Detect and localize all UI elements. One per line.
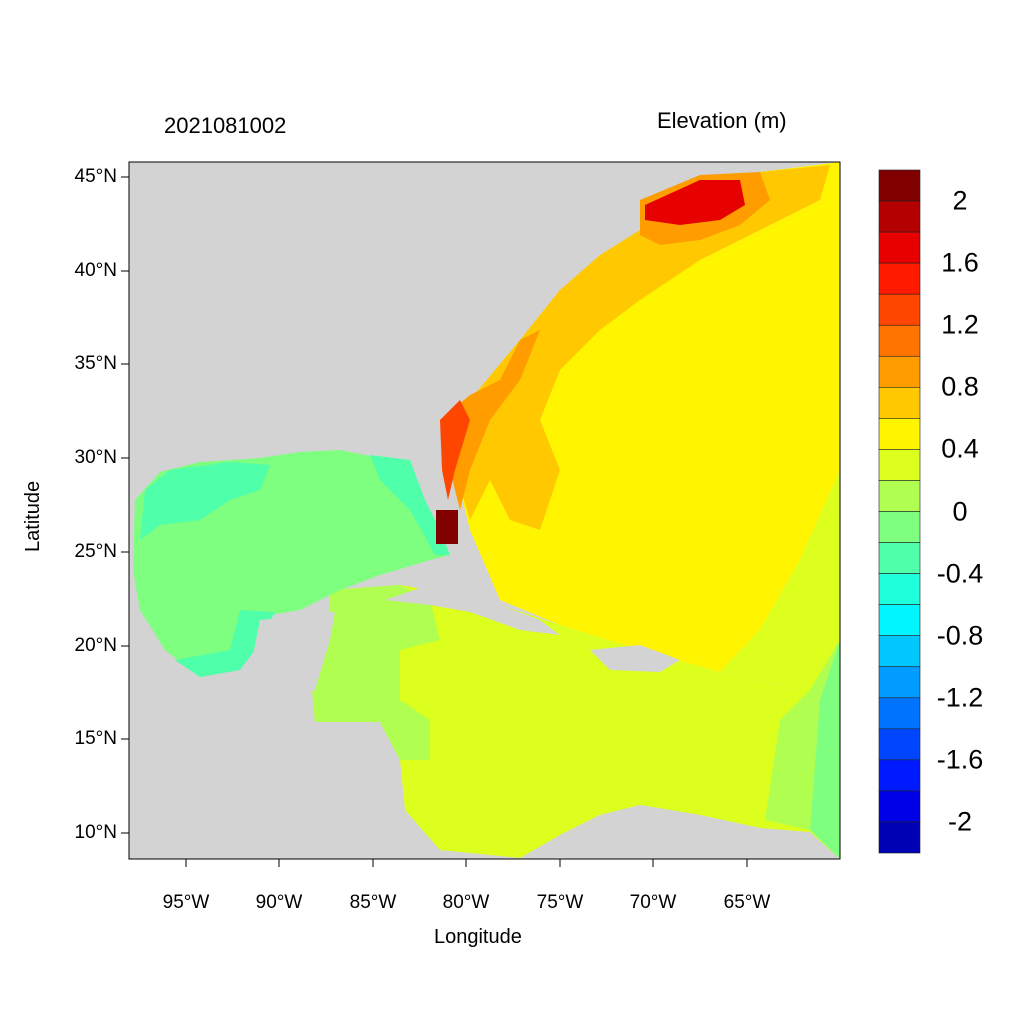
colorbar-label: 1.6 (941, 247, 979, 278)
y-tick-label: 40°N (74, 260, 117, 281)
x-tick-label: 90°W (255, 892, 303, 913)
x-tick-label: 95°W (162, 892, 210, 913)
variable-title: Elevation (m) (657, 108, 787, 133)
colorbar-label: 2 (952, 185, 968, 216)
colorbar-label: -2 (947, 806, 972, 837)
caribbean-west (312, 585, 440, 760)
florida-inland-high (436, 510, 458, 544)
colorbar-bin (878, 231, 921, 264)
x-tick-label: 70°W (629, 892, 677, 913)
x-tick-label: 85°W (349, 892, 397, 913)
caribbean-sea (312, 585, 840, 859)
y-tick-label: 20°N (74, 635, 117, 656)
colorbar-bin (878, 200, 921, 233)
colorbar-bin (878, 573, 921, 605)
colorbar-bin (878, 511, 921, 543)
colorbar-bin (878, 759, 921, 792)
gulf-north-shelf (140, 462, 270, 540)
colorbar-bin (878, 418, 921, 450)
y-tick-label: 30°N (74, 447, 117, 468)
y-tick-label: 35°N (74, 353, 117, 374)
colorbar-bin (878, 666, 921, 699)
colorbar-bin (878, 635, 921, 668)
x-tick-label: 75°W (536, 892, 584, 913)
colorbar-bin (878, 480, 921, 512)
yucatan-shelf (175, 610, 275, 677)
colorbar-label: -1.2 (936, 682, 984, 713)
colorbar-label: 0 (952, 496, 968, 526)
cuba (385, 588, 560, 635)
colorbar (878, 169, 921, 854)
colorbar-bin (878, 542, 921, 574)
colorbar-bin (878, 449, 921, 481)
colorbar-bin (878, 169, 921, 202)
y-tick-label: 25°N (74, 541, 117, 562)
colorbar-bin (878, 324, 921, 357)
colorbar-label: -1.6 (936, 744, 984, 775)
x-tick-label: 65°W (723, 892, 771, 913)
colorbar-label: -0.8 (936, 620, 984, 651)
map-panel (129, 162, 840, 859)
y-tick-label: 45°N (74, 166, 117, 187)
eastern-edge (810, 640, 840, 859)
y-tick-label: 15°N (74, 728, 117, 749)
gulf-of-maine-high (645, 180, 745, 225)
colorbar-bin (878, 604, 921, 636)
x-tick-label: 80°W (442, 892, 490, 913)
colorbar-bin (878, 262, 921, 295)
colorbar-bin (878, 728, 921, 761)
yucatan-peninsula (250, 612, 335, 700)
colorbar-label: -0.4 (936, 558, 984, 589)
y-ticks (121, 176, 129, 834)
plot-date-title: 2021081002 (164, 113, 287, 138)
x-ticks (185, 859, 748, 867)
colorbar-label: 0.4 (941, 433, 979, 464)
hispaniola (590, 645, 680, 672)
x-axis-label: Longitude (434, 926, 522, 948)
florida-gulf-shelf (370, 455, 450, 555)
atlantic-ocean (440, 162, 840, 672)
colorbar-label: 1.2 (941, 309, 979, 340)
colorbar-bin (878, 790, 921, 823)
colorbar-bin (878, 387, 921, 419)
plot-frame (128, 161, 841, 860)
shelf-zone (440, 165, 830, 530)
south-america-coast (540, 805, 840, 859)
gulf-stream-shelf (440, 330, 540, 510)
y-axis-label: Latitude (22, 480, 44, 552)
colorbar-label: 0.8 (941, 371, 979, 402)
florida-east-coast (440, 400, 470, 500)
colorbar-bin (878, 697, 921, 730)
colorbar-bin (878, 293, 921, 326)
y-tick-label: 10°N (74, 822, 117, 843)
colorbar-bin (878, 821, 921, 854)
atlantic-southeast (720, 470, 840, 690)
colorbar-bin (878, 355, 921, 388)
